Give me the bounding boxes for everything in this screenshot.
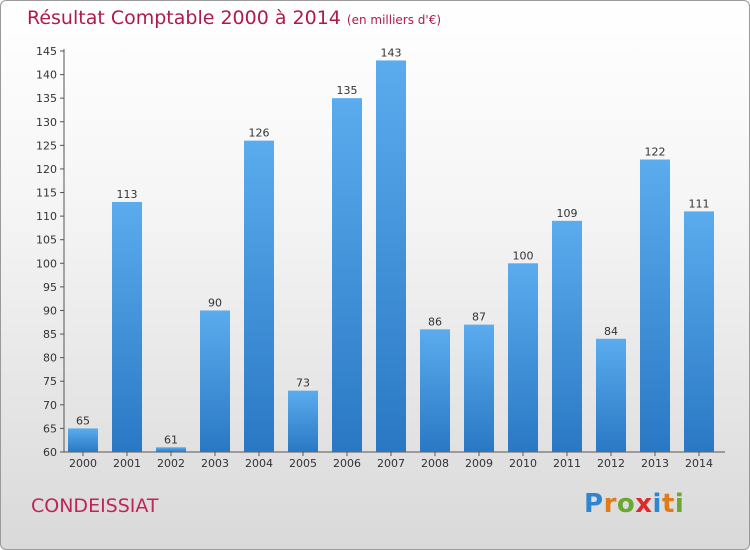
y-tick-label: 145 <box>36 45 57 58</box>
bar <box>464 324 494 452</box>
y-tick-label: 70 <box>43 399 57 412</box>
data-label: 86 <box>428 315 442 328</box>
y-tick-label: 135 <box>36 92 57 105</box>
x-tick-label: 2008 <box>421 457 449 470</box>
y-tick-label: 115 <box>36 187 57 200</box>
y-tick-label: 80 <box>43 352 57 365</box>
logo-letter: t <box>661 489 675 519</box>
logo-letter: r <box>603 489 617 519</box>
data-label: 87 <box>472 311 486 324</box>
y-tick-label: 105 <box>36 234 57 247</box>
y-tick-label: 65 <box>43 422 57 435</box>
bar <box>596 338 626 452</box>
x-tick-label: 2001 <box>113 457 141 470</box>
y-tick-label: 75 <box>43 375 57 388</box>
bar <box>68 428 98 452</box>
y-tick-label: 140 <box>36 69 57 82</box>
data-label: 100 <box>513 249 534 262</box>
bar <box>420 329 450 452</box>
bar <box>376 60 406 452</box>
x-tick-label: 2007 <box>377 457 405 470</box>
x-tick-label: 2009 <box>465 457 493 470</box>
x-tick-label: 2005 <box>289 457 317 470</box>
logo-letter: i <box>652 489 662 519</box>
proxiti-logo: Proxiti <box>584 489 684 519</box>
x-tick-label: 2011 <box>553 457 581 470</box>
data-label: 122 <box>645 146 666 159</box>
data-label: 135 <box>337 84 358 97</box>
y-tick-label: 130 <box>36 116 57 129</box>
y-tick-label: 60 <box>43 446 57 459</box>
bar <box>508 263 538 452</box>
logo-letter: i <box>674 489 685 519</box>
data-label: 126 <box>249 127 270 140</box>
x-tick-label: 2012 <box>597 457 625 470</box>
bar <box>156 447 186 452</box>
x-tick-label: 2006 <box>333 457 361 470</box>
bar <box>112 201 142 452</box>
logo-letter: x <box>635 489 653 519</box>
chart-title: Résultat Comptable 2000 à 2014 <box>27 7 341 29</box>
bar <box>640 159 670 452</box>
data-label: 143 <box>381 46 402 59</box>
logo-letter: o <box>616 489 636 519</box>
bar <box>244 140 274 452</box>
y-tick-label: 90 <box>43 304 57 317</box>
bar <box>552 220 582 452</box>
data-label: 65 <box>76 414 90 427</box>
data-label: 90 <box>208 296 222 309</box>
chart-title-wrap: Résultat Comptable 2000 à 2014 (en millie… <box>27 7 441 29</box>
y-tick-label: 120 <box>36 163 57 176</box>
y-tick-label: 110 <box>36 210 57 223</box>
data-label: 61 <box>164 433 178 446</box>
x-tick-label: 2004 <box>245 457 273 470</box>
x-tick-label: 2002 <box>157 457 185 470</box>
bar <box>332 98 362 453</box>
bar <box>684 211 714 452</box>
bar <box>288 390 318 452</box>
x-tick-label: 2014 <box>685 457 713 470</box>
data-label: 84 <box>604 325 618 338</box>
data-label: 113 <box>117 188 138 201</box>
x-tick-label: 2010 <box>509 457 537 470</box>
data-label: 109 <box>557 207 578 220</box>
commune-name: CONDEISSIAT <box>31 495 159 517</box>
x-tick-label: 2000 <box>69 457 97 470</box>
y-tick-label: 100 <box>36 257 57 270</box>
x-tick-label: 2003 <box>201 457 229 470</box>
bar <box>200 310 230 452</box>
y-tick-label: 125 <box>36 139 57 152</box>
data-label: 73 <box>296 377 310 390</box>
y-tick-label: 85 <box>43 328 57 341</box>
data-label: 111 <box>689 197 710 210</box>
x-tick-label: 2013 <box>641 457 669 470</box>
y-tick-label: 95 <box>43 281 57 294</box>
logo-letter: P <box>584 489 604 519</box>
chart-subtitle: (en milliers d'€) <box>346 13 442 27</box>
